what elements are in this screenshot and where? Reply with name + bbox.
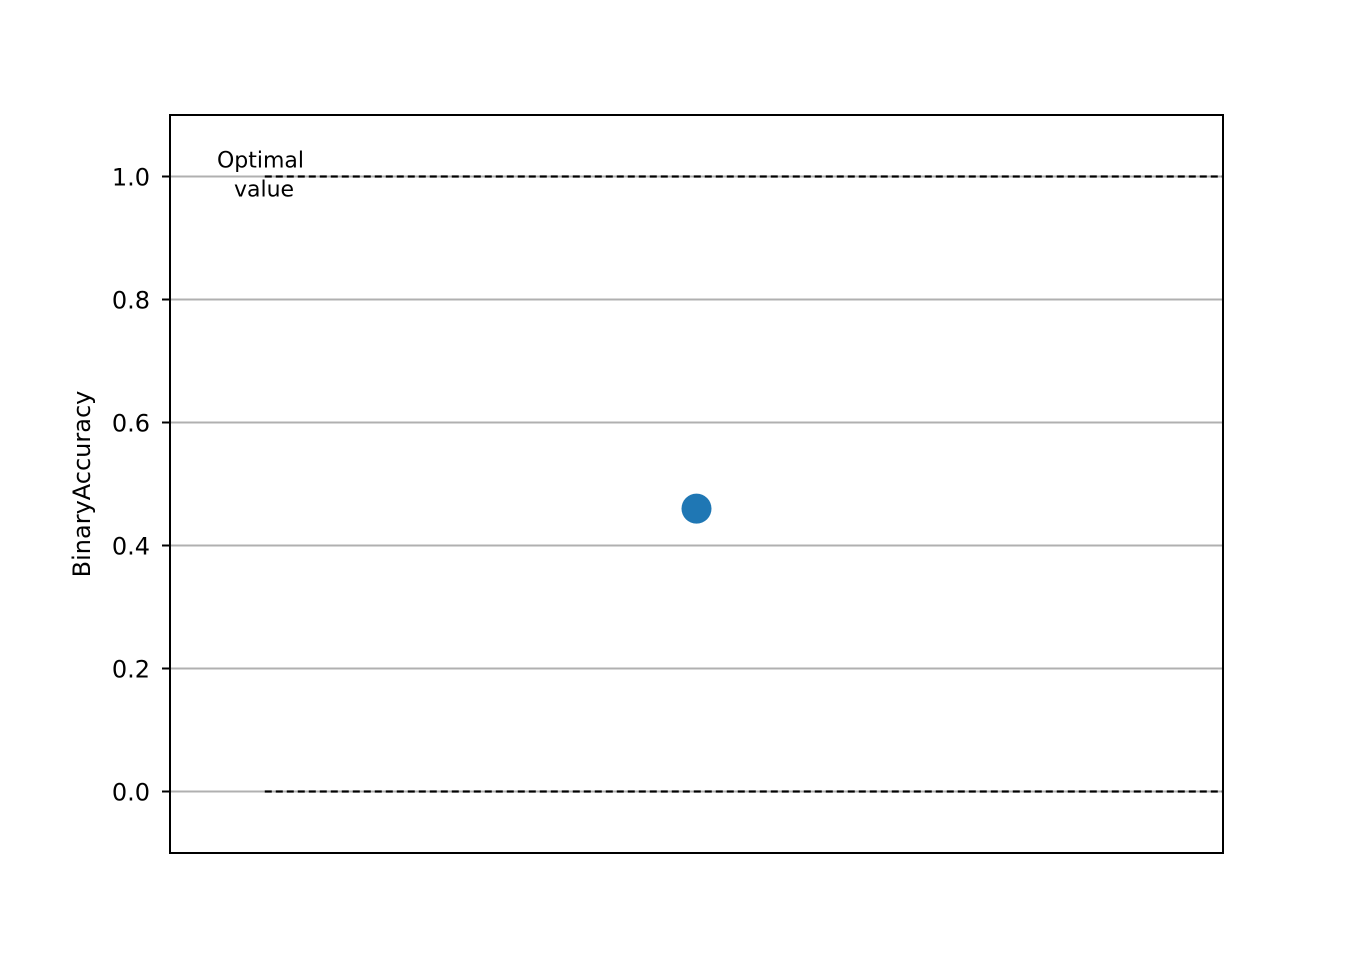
plot-frame [169,114,1224,854]
y-tick-label: 1.0 [112,164,150,192]
y-axis-ticks: 0.0 0.2 0.4 0.6 0.8 1.0 [112,164,170,807]
y-tick-label: 0.2 [112,656,150,684]
y-axis-title: BinaryAccuracy [68,391,96,578]
reference-lines [264,175,1223,793]
y-tick-label: 0.0 [112,779,150,807]
data-points [681,493,712,524]
annotation-line-1: Optimal [217,149,304,174]
optimal-value-annotation: Optimal value [217,149,311,203]
data-point [681,493,712,524]
grid-lines [170,175,1223,793]
annotation-line-2: value [234,178,294,203]
y-tick-label: 0.8 [112,287,150,315]
y-tick-label: 0.6 [112,410,150,438]
y-tick-label: 0.4 [112,533,150,561]
